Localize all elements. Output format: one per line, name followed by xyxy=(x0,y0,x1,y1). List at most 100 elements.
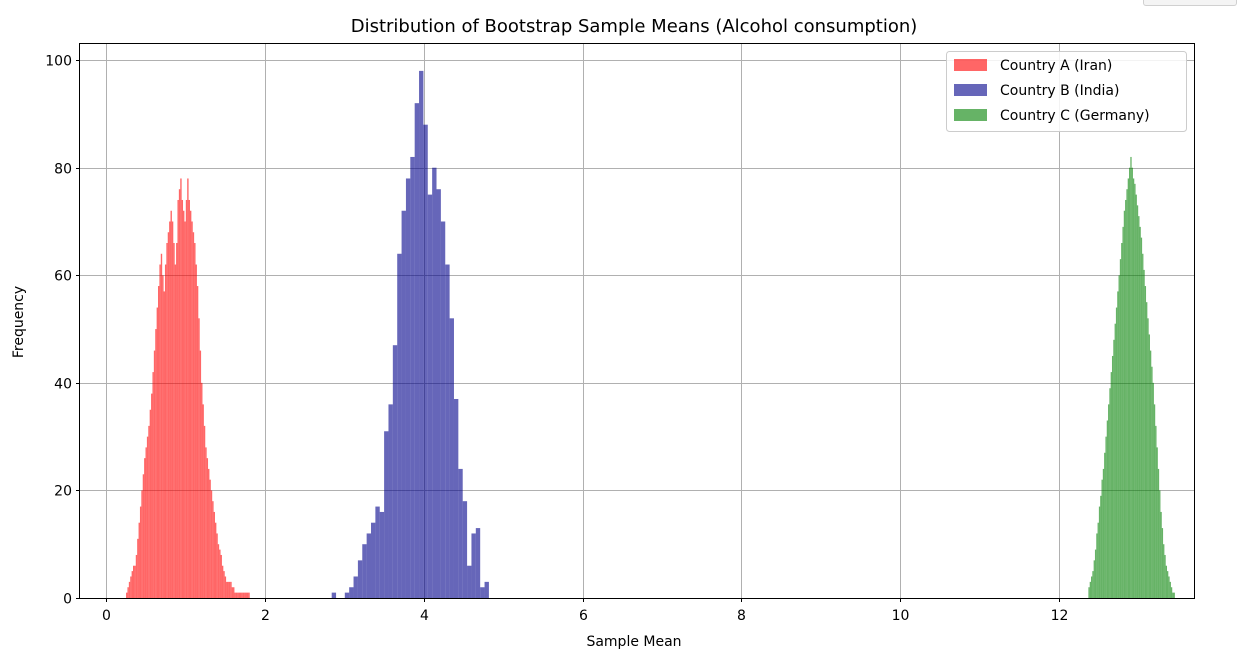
histogram-bar xyxy=(1149,350,1152,598)
histogram-bar xyxy=(1132,178,1135,599)
histogram-bar xyxy=(241,592,243,598)
legend-label: Country B (India) xyxy=(1000,83,1119,99)
histogram-bar xyxy=(220,554,222,598)
histogram-bar xyxy=(1156,447,1158,598)
histogram-bar xyxy=(1111,355,1114,598)
histogram-bar xyxy=(216,533,218,598)
histogram-bar xyxy=(212,501,214,598)
legend-label: Country C (Germany) xyxy=(1000,108,1150,124)
histogram-bar xyxy=(1089,581,1092,598)
y-axis-label: Frequency xyxy=(11,286,27,358)
histogram-bar xyxy=(177,199,179,598)
histogram-bar xyxy=(331,592,337,598)
histogram-bar xyxy=(155,329,157,598)
histogram-bar xyxy=(432,167,437,598)
histogram-bar xyxy=(1152,382,1154,598)
histogram-bar xyxy=(1113,339,1115,598)
histogram-bar xyxy=(145,447,147,598)
legend-swatch xyxy=(954,109,987,121)
histogram-bar xyxy=(458,468,463,598)
histogram-bar xyxy=(419,70,424,599)
histogram-bar xyxy=(1106,420,1109,598)
histogram-bar xyxy=(1101,479,1103,598)
histogram-bar xyxy=(440,221,446,598)
histogram-bar xyxy=(187,178,189,599)
histogram-bar xyxy=(160,253,163,599)
histogram-bar xyxy=(1104,452,1106,598)
histogram-bar xyxy=(130,576,132,598)
histogram-bar xyxy=(1114,323,1116,598)
histogram-bar xyxy=(414,103,420,599)
histogram-bar xyxy=(188,199,190,598)
histogram-bar xyxy=(349,587,354,598)
histogram-bar xyxy=(392,345,398,598)
histogram-bar xyxy=(137,538,139,598)
histogram-bar xyxy=(427,194,433,599)
histogram-bar xyxy=(174,264,177,598)
histogram-bar xyxy=(1164,554,1166,598)
histogram-bar xyxy=(228,581,231,598)
histogram-bar xyxy=(180,178,182,599)
histogram-bar xyxy=(214,522,217,598)
histogram-bar xyxy=(1136,205,1139,598)
histogram-bar xyxy=(167,232,170,598)
histogram-bar xyxy=(484,581,489,598)
histogram-bar xyxy=(1131,167,1133,598)
x-tick-label: 12 xyxy=(1051,608,1069,624)
histogram-bar xyxy=(242,592,245,598)
histogram-bar xyxy=(213,511,215,598)
histogram-bar xyxy=(475,528,481,598)
histogram-bars xyxy=(126,70,1175,599)
legend-label: Country A (Iran) xyxy=(1000,58,1112,74)
histogram-bar xyxy=(1159,490,1161,598)
plot-frame xyxy=(79,43,1195,599)
legend-swatch xyxy=(954,84,987,96)
histogram-bar xyxy=(162,275,164,598)
histogram-bar xyxy=(1105,436,1107,598)
histogram-bar xyxy=(1129,167,1131,598)
histogram-bar xyxy=(156,307,159,598)
y-tick-label: 0 xyxy=(63,592,72,608)
histogram-bar xyxy=(1140,237,1143,598)
histogram-bar xyxy=(357,560,363,598)
histogram-bar xyxy=(144,458,146,598)
histogram-bar xyxy=(170,210,172,599)
histogram-bar xyxy=(1118,275,1120,598)
histogram-bar xyxy=(199,350,202,598)
histogram-bar xyxy=(1092,571,1094,598)
histogram-bar xyxy=(209,479,211,598)
histogram-bar xyxy=(1117,291,1119,598)
histogram-bar xyxy=(149,409,152,598)
histogram-bar xyxy=(171,221,174,598)
histogram-bar xyxy=(238,592,240,598)
histogram-bar xyxy=(205,447,207,598)
histogram-bar xyxy=(1148,334,1150,598)
histogram-bar xyxy=(131,571,134,598)
histogram-bar xyxy=(1102,468,1105,598)
histogram-bar xyxy=(480,587,485,598)
histogram-bar xyxy=(1134,183,1136,598)
histogram-bar xyxy=(148,425,150,598)
toolbar-widget xyxy=(1143,0,1237,6)
histogram-bar xyxy=(166,243,168,598)
x-axis-label: Sample Mean xyxy=(586,634,681,650)
histogram-bar xyxy=(449,318,454,598)
histogram-bar xyxy=(1151,366,1153,598)
histogram-bar xyxy=(184,221,186,598)
histogram-bar xyxy=(224,576,227,598)
histogram-bar xyxy=(221,565,224,598)
histogram-bar xyxy=(139,506,142,598)
histogram-bar xyxy=(1123,210,1126,599)
histogram-bar xyxy=(196,286,199,598)
histogram-bar xyxy=(128,581,131,598)
y-tick-label: 40 xyxy=(54,377,72,393)
series-2-bars xyxy=(1088,156,1175,599)
chart-title: Distribution of Bootstrap Sample Means (… xyxy=(351,16,918,37)
histogram-bar xyxy=(178,189,181,598)
histogram-bar xyxy=(235,592,238,598)
legend-box xyxy=(946,51,1187,132)
histogram-bar xyxy=(227,581,229,598)
histogram-bar xyxy=(189,210,192,599)
histogram-bar xyxy=(134,565,136,598)
histogram-bar xyxy=(1127,178,1130,599)
